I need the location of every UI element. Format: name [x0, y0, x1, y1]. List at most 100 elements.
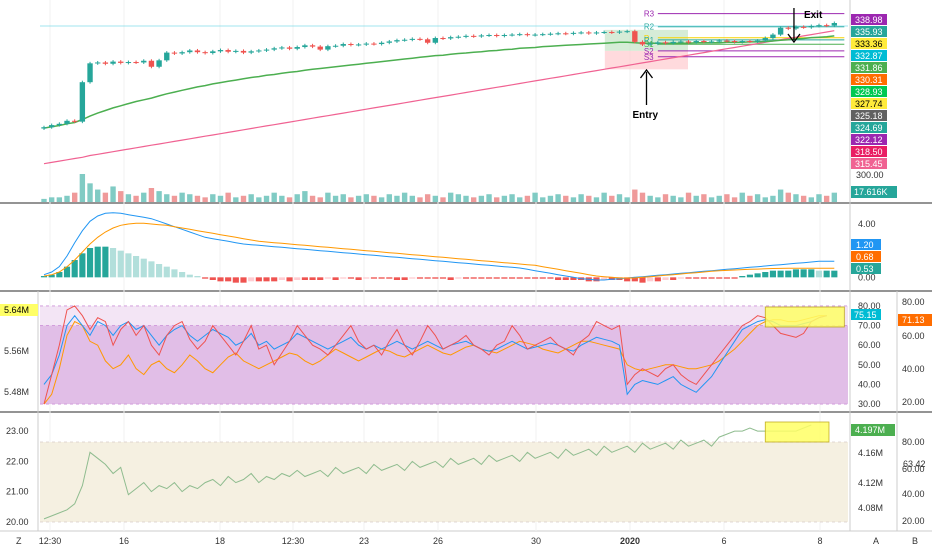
volume-badge — [851, 186, 897, 198]
volume-bar — [133, 195, 139, 202]
candle-body — [800, 26, 807, 28]
volume-bar — [478, 195, 485, 202]
macd-histogram-bar — [570, 277, 577, 280]
x-axis-label: 6 — [721, 536, 726, 546]
candle-body — [555, 33, 561, 35]
macd-histogram-bar — [800, 269, 807, 278]
lower-band — [40, 442, 848, 522]
volume-bar — [194, 195, 201, 202]
candle-body — [118, 61, 124, 63]
volume-bar — [447, 192, 454, 202]
candle-body — [716, 40, 722, 42]
volume-bar — [785, 192, 791, 202]
macd-histogram-bar — [685, 277, 692, 279]
volume-bar — [286, 197, 293, 202]
macd-histogram-bar — [493, 277, 500, 279]
lower-right-badge-value: 63.42 — [903, 459, 926, 469]
volume-bar — [816, 194, 822, 202]
rsi-mid-badge-value: 75.15 — [854, 310, 877, 320]
candle-body — [194, 50, 201, 53]
candle-body — [586, 32, 592, 34]
entry-arrow-head — [639, 68, 654, 79]
price-tick: 300.00 — [856, 170, 884, 180]
macd-histogram-bar — [255, 277, 262, 282]
macd-histogram-bar — [209, 277, 216, 280]
rsi-band-inner — [40, 325, 848, 405]
macd-histogram-bar — [125, 253, 132, 278]
volume-bar — [79, 174, 86, 202]
volume-bar — [41, 198, 47, 202]
pivot-label: S3 — [644, 53, 654, 62]
price-badge-value: 324.69 — [855, 123, 883, 133]
volume-bar — [363, 194, 369, 202]
macd-histogram-bar — [86, 248, 94, 278]
candle-body — [302, 45, 308, 48]
volume-bar — [578, 194, 584, 202]
volume-bar — [64, 195, 70, 202]
signal-line — [43, 222, 835, 279]
candle-body — [340, 44, 346, 46]
candle-body — [494, 35, 500, 37]
macd-histogram-bar — [102, 246, 109, 278]
candle-body — [478, 35, 485, 37]
candle-body — [639, 41, 646, 45]
candle-body — [532, 34, 538, 36]
macd-histogram-bar — [148, 261, 155, 278]
rsi-mid-tick: 80.00 — [858, 301, 881, 311]
lower-right-tick: 20.00 — [902, 516, 925, 526]
rsi-left-badge — [0, 304, 38, 316]
candle-body — [823, 25, 830, 27]
price-badge-value: 331.86 — [855, 63, 883, 73]
candle-body — [309, 45, 316, 47]
macd-histogram-bar — [723, 277, 730, 279]
macd-tick: 4.00 — [858, 219, 876, 229]
candle-body — [632, 31, 638, 42]
macd-histogram-bar — [179, 272, 186, 278]
lower-right-tick: 80.00 — [902, 437, 925, 447]
macd-histogram-bar — [63, 266, 71, 278]
macd-histogram-bar — [225, 277, 232, 282]
volume-bar — [555, 194, 561, 202]
lower-left-tick: 20.00 — [6, 517, 29, 527]
volume-bar — [271, 192, 277, 202]
candle-body — [547, 33, 554, 35]
macd-histogram-bar — [792, 269, 800, 278]
entry-label: Entry — [633, 110, 659, 121]
volume-bar — [202, 197, 208, 202]
pivot-label: P — [644, 34, 649, 43]
macd-histogram-bar — [217, 277, 224, 282]
candle-body — [394, 40, 400, 42]
volume-bar — [401, 192, 408, 202]
volume-bar — [210, 194, 216, 202]
candle-body — [754, 40, 761, 42]
lower-left-tick: 21.00 — [6, 487, 29, 497]
macd-histogram-bar — [363, 277, 370, 279]
candle-body — [747, 41, 753, 43]
macd-histogram-bar — [370, 277, 378, 279]
volume-bar — [248, 194, 254, 202]
candle-body — [271, 48, 277, 50]
candle-body — [432, 38, 439, 43]
lower-line — [43, 424, 812, 520]
rsi-left-badge-value: 5.64M — [4, 305, 29, 315]
rsi-right-badge — [898, 314, 932, 326]
macd-histogram-bar — [693, 277, 700, 279]
macd-histogram-bar — [562, 277, 569, 280]
macd-histogram-bar — [631, 277, 638, 282]
macd-histogram-bar — [171, 269, 178, 278]
candle-body — [386, 41, 392, 43]
target-zone — [604, 29, 688, 51]
volume-bar — [371, 195, 377, 202]
candle-body — [125, 62, 132, 64]
candle-body — [655, 42, 661, 44]
lower-mid-badge-value: 4.197M — [855, 425, 885, 435]
lower-mid-tick: 4.12M — [858, 478, 883, 488]
volume-bar — [532, 192, 538, 202]
candle-body — [624, 31, 630, 33]
pivot-label: R2 — [644, 23, 655, 32]
macd-histogram-bar — [271, 277, 278, 282]
macd-histogram-bar — [263, 277, 270, 282]
candle-body — [371, 43, 377, 45]
macd-histogram-bar — [156, 264, 163, 278]
